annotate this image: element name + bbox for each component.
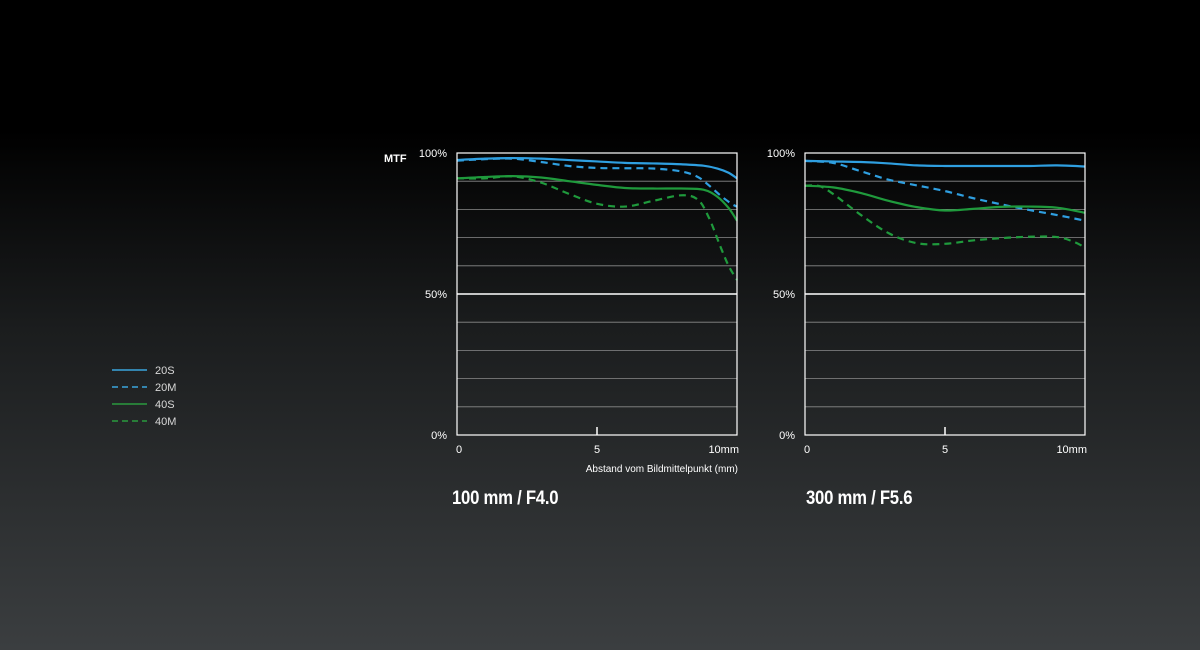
x-tick-label-5: 5 (942, 444, 948, 456)
series-line-40S (456, 175, 738, 222)
y-tick-label-0: 0% (431, 430, 447, 442)
chart-300mm: 0 5 10mm 0% 50% 100% (767, 148, 1087, 456)
legend: 20S 20M 40S 40M (112, 365, 176, 428)
chart-100mm-series (456, 156, 738, 281)
series-line-40M (456, 175, 738, 281)
x-tick-label-0: 0 (456, 444, 462, 456)
chart-title-300mm: 300 mm / F5.6 (806, 488, 913, 509)
x-tick-label-0: 0 (804, 444, 810, 456)
series-line-20M (456, 157, 738, 208)
y-tick-label-50: 50% (425, 289, 447, 301)
series-line-20S (456, 156, 738, 180)
chart-100mm-grid (457, 180, 737, 408)
legend-label-20S: 20S (155, 365, 175, 377)
series-line-40S (804, 184, 1086, 214)
x-tick-label-10: 10mm (1056, 444, 1087, 456)
y-tick-label-0: 0% (779, 430, 795, 442)
x-tick-label-10: 10mm (708, 444, 739, 456)
y-tick-label-50: 50% (773, 289, 795, 301)
chart-100mm: 0 5 10mm 0% 50% 100% (419, 148, 739, 456)
y-tick-label-100: 100% (419, 148, 447, 160)
y-tick-label-100: 100% (767, 148, 795, 160)
chart-title-100mm: 100 mm / F4.0 (452, 488, 559, 509)
legend-label-40M: 40M (155, 416, 176, 428)
series-line-20M (804, 159, 1086, 222)
series-line-20S (804, 159, 1086, 168)
chart-100mm-ticks: 0 5 10mm 0% 50% 100% (419, 148, 739, 456)
legend-label-20M: 20M (155, 382, 176, 394)
series-line-40M (804, 184, 1086, 249)
mtf-axis-label: MTF (384, 153, 407, 165)
chart-300mm-grid (805, 180, 1085, 408)
chart-300mm-series (804, 159, 1086, 249)
chart-300mm-ticks: 0 5 10mm 0% 50% 100% (767, 148, 1087, 456)
legend-label-40S: 40S (155, 399, 175, 411)
x-tick-label-5: 5 (594, 444, 600, 456)
x-axis-label: Abstand vom Bildmittelpunkt (mm) (586, 464, 738, 475)
